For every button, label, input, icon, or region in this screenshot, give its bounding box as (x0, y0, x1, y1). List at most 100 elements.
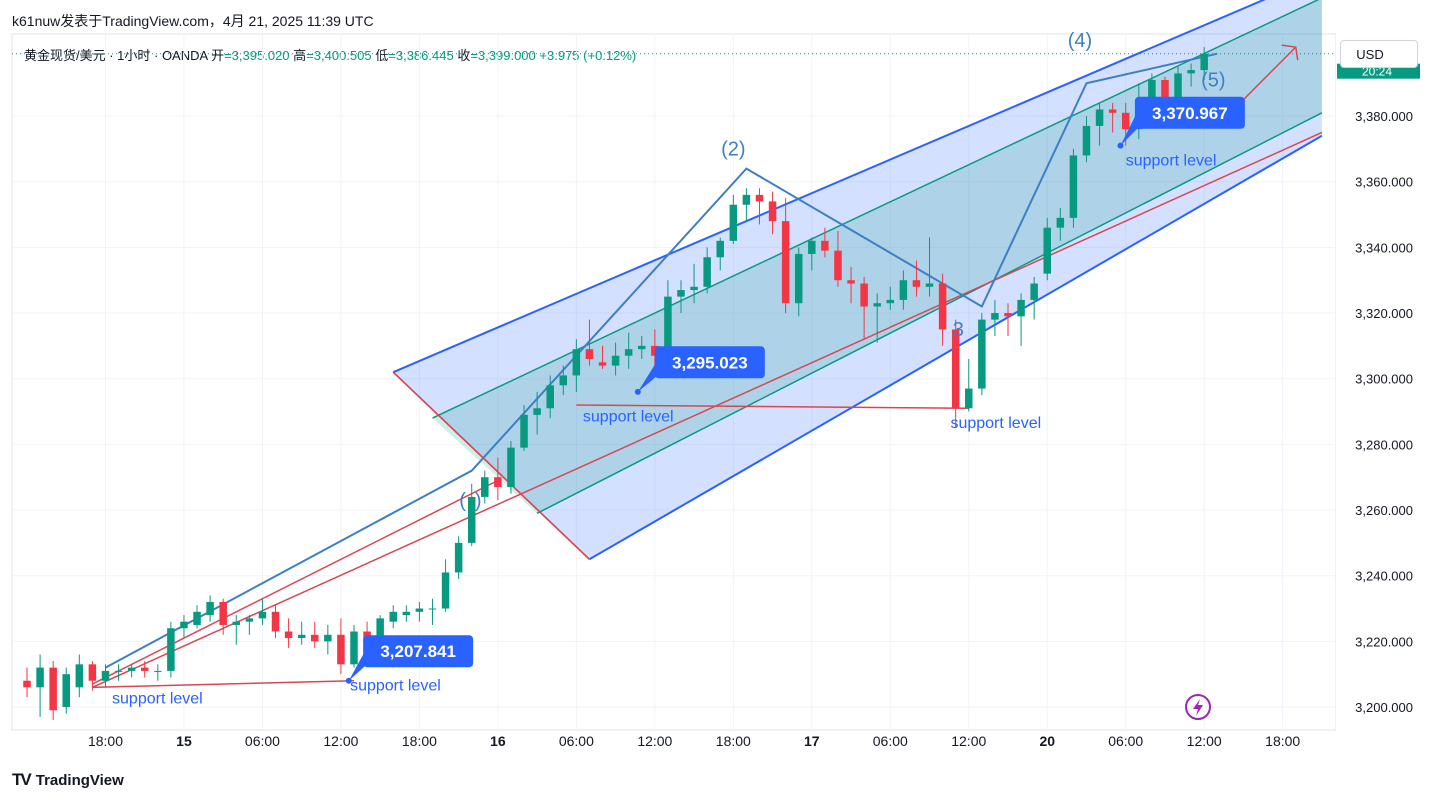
brand-label: TradingView (35, 771, 124, 789)
time-tick-label: 16 (490, 733, 506, 749)
ohlc-legend: 黄金现货/美元 · 1小时 · OANDA 开=3,395.020 高=3,40… (24, 45, 636, 64)
time-tick-label: 18:00 (402, 733, 437, 749)
candle-body (1095, 109, 1104, 126)
wave-label: (4) (1068, 30, 1092, 52)
time-tick-label: 06:00 (1108, 733, 1143, 749)
candle-body (781, 221, 790, 304)
candle-body (258, 611, 267, 619)
currency-label: USD (1356, 47, 1384, 62)
close-label: 收 (457, 48, 471, 63)
drawing-lines[interactable] (92, 44, 1323, 689)
candle-body (912, 280, 921, 287)
candle-body (206, 601, 214, 616)
candle-body (245, 618, 254, 622)
regression-channel[interactable] (392, 0, 1323, 561)
candle-body (1108, 109, 1117, 113)
trend-segment[interactable] (92, 479, 499, 685)
candle-body (991, 313, 999, 320)
center-trend-line[interactable] (92, 131, 1323, 689)
high-value: =3,400.505 (306, 48, 372, 63)
price-callout-text: 3,207.841 (380, 642, 456, 661)
candle-body (467, 496, 476, 543)
price-axis[interactable]: 3,200.000 3,220.000 3,240.000 3,260.000 3,28… (1336, 34, 1439, 730)
candle-body (101, 670, 110, 681)
time-tick-label: 18:00 (1265, 733, 1300, 749)
candle-body (428, 608, 437, 610)
candle-body (755, 194, 764, 202)
candle-body (834, 250, 842, 281)
target-arrow-head[interactable] (1281, 44, 1299, 61)
inner-channel-upper[interactable] (432, 0, 1321, 419)
candle-body (690, 286, 698, 291)
candle-body (1030, 283, 1038, 300)
candle-series (23, 47, 1208, 721)
candle-body (376, 618, 384, 639)
candle-body (768, 201, 777, 222)
time-tick-label: 18:00 (716, 733, 751, 749)
candle-body (389, 611, 397, 622)
candle-body (167, 628, 175, 671)
inner-channel-lower[interactable] (536, 112, 1323, 514)
price-tick-label: 3,340.000 (1355, 240, 1413, 255)
change-value: +3.975 (+0.12%) (539, 48, 637, 63)
support-level-label: support level (583, 408, 674, 425)
time-axis[interactable]: 18:00 15 06:00 12:00 18:00 16 06:00 12:00 18:00 1… (88, 733, 1300, 749)
price-tick-label: 3,220.000 (1355, 634, 1413, 649)
candle-body (62, 674, 70, 708)
candle-body (193, 611, 201, 625)
candle-body (886, 299, 895, 304)
time-tick-label: 12:00 (951, 733, 986, 749)
candle-body (297, 634, 306, 639)
support-line[interactable] (92, 680, 355, 689)
currency-selector[interactable]: USD (1340, 40, 1418, 68)
candle-body (271, 611, 280, 632)
price-axis-bg (1336, 34, 1439, 730)
candle-body (729, 204, 738, 241)
candle-body (1200, 53, 1208, 71)
low-value: =3,386.445 (388, 48, 454, 63)
lightning-icon[interactable] (1185, 694, 1211, 720)
candle-body (1161, 79, 1169, 103)
time-tick-label: 18:00 (88, 733, 123, 749)
time-tick-label: 06:00 (873, 733, 908, 749)
candle-body (49, 667, 57, 711)
price-tick-label: 3,300.000 (1355, 372, 1413, 387)
time-tick-label: 20 (1039, 733, 1055, 749)
candle-body (624, 349, 633, 356)
wave-label: (2) (721, 138, 745, 160)
candle-body (1148, 79, 1156, 107)
candle-body (938, 283, 947, 330)
price-tick-label: 3,260.000 (1355, 503, 1413, 518)
candle-body (232, 621, 241, 625)
candle-body (978, 319, 986, 389)
support-level-label: support level (112, 691, 203, 708)
candle-body (677, 290, 685, 297)
price-tick-label: 3,380.000 (1355, 109, 1413, 124)
candle-body (520, 414, 528, 448)
callout-anchor (345, 677, 352, 684)
candle-body (821, 240, 829, 251)
elliott-wave-path[interactable] (105, 52, 1218, 669)
price-tick-label: 3,240.000 (1355, 569, 1413, 584)
symbol-name[interactable]: 黄金现货/美元 · 1小时 · OANDA (24, 48, 208, 63)
candle-body (925, 283, 934, 287)
price-callout-text: 3,295.023 (672, 353, 748, 372)
candle-body (180, 621, 188, 629)
candle-body (454, 542, 463, 573)
price-tick-label: 3,200.000 (1355, 700, 1413, 715)
support-line[interactable] (576, 404, 969, 410)
candle-body (350, 631, 358, 665)
lightning-bolt-icon (1193, 699, 1203, 716)
inner-channel-fill (432, 0, 1322, 514)
support-level-label: support level (350, 678, 441, 695)
open-value: =3,395.020 (224, 48, 290, 63)
callout-anchor (634, 388, 641, 395)
trend-segment[interactable] (392, 371, 590, 560)
candle-body (88, 664, 97, 681)
candle-body (1174, 73, 1182, 103)
outer-channel-upper[interactable] (392, 0, 1322, 374)
support-level-label: support level (950, 415, 1041, 432)
candle-body (742, 194, 751, 205)
candle-body (899, 280, 908, 300)
